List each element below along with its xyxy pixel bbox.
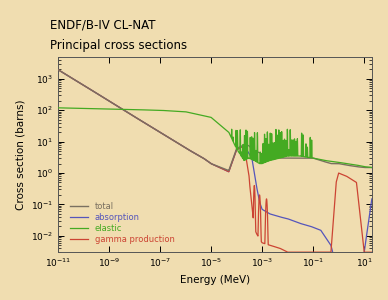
total <box>113 103 117 106</box>
Legend: total, absorption, elastic, gamma production: total, absorption, elastic, gamma produc… <box>68 200 177 246</box>
gamma production <box>369 250 374 254</box>
total <box>314 157 319 161</box>
total <box>55 68 60 71</box>
absorption <box>55 68 60 71</box>
elastic <box>314 157 318 160</box>
gamma production <box>175 141 180 145</box>
elastic <box>113 107 117 111</box>
absorption <box>113 103 117 106</box>
absorption <box>314 226 318 230</box>
absorption <box>244 147 248 151</box>
Line: absorption: absorption <box>58 70 372 300</box>
total <box>290 156 294 160</box>
gamma production <box>285 250 290 254</box>
Y-axis label: Cross section (barns): Cross section (barns) <box>15 99 25 210</box>
X-axis label: Energy (MeV): Energy (MeV) <box>180 275 250 285</box>
gamma production <box>260 241 264 244</box>
elastic <box>55 106 60 110</box>
Text: Principal cross sections: Principal cross sections <box>50 39 187 52</box>
absorption <box>290 219 294 222</box>
total <box>244 143 248 147</box>
gamma production <box>113 103 117 106</box>
elastic <box>260 162 264 165</box>
gamma production <box>244 156 248 160</box>
elastic <box>244 132 248 136</box>
gamma production <box>55 68 60 71</box>
elastic <box>369 166 374 169</box>
gamma production <box>314 250 319 254</box>
elastic <box>290 154 294 158</box>
gamma production <box>290 250 294 254</box>
Text: ENDF/B-IV CL-NAT: ENDF/B-IV CL-NAT <box>50 18 156 31</box>
total <box>227 169 231 172</box>
Line: total: total <box>58 70 372 170</box>
elastic <box>175 110 180 113</box>
total <box>260 152 264 156</box>
absorption <box>175 141 180 145</box>
absorption <box>369 197 374 201</box>
absorption <box>260 207 264 211</box>
total <box>175 141 180 145</box>
Line: gamma production: gamma production <box>58 70 372 252</box>
total <box>369 166 374 169</box>
Line: elastic: elastic <box>58 108 372 167</box>
